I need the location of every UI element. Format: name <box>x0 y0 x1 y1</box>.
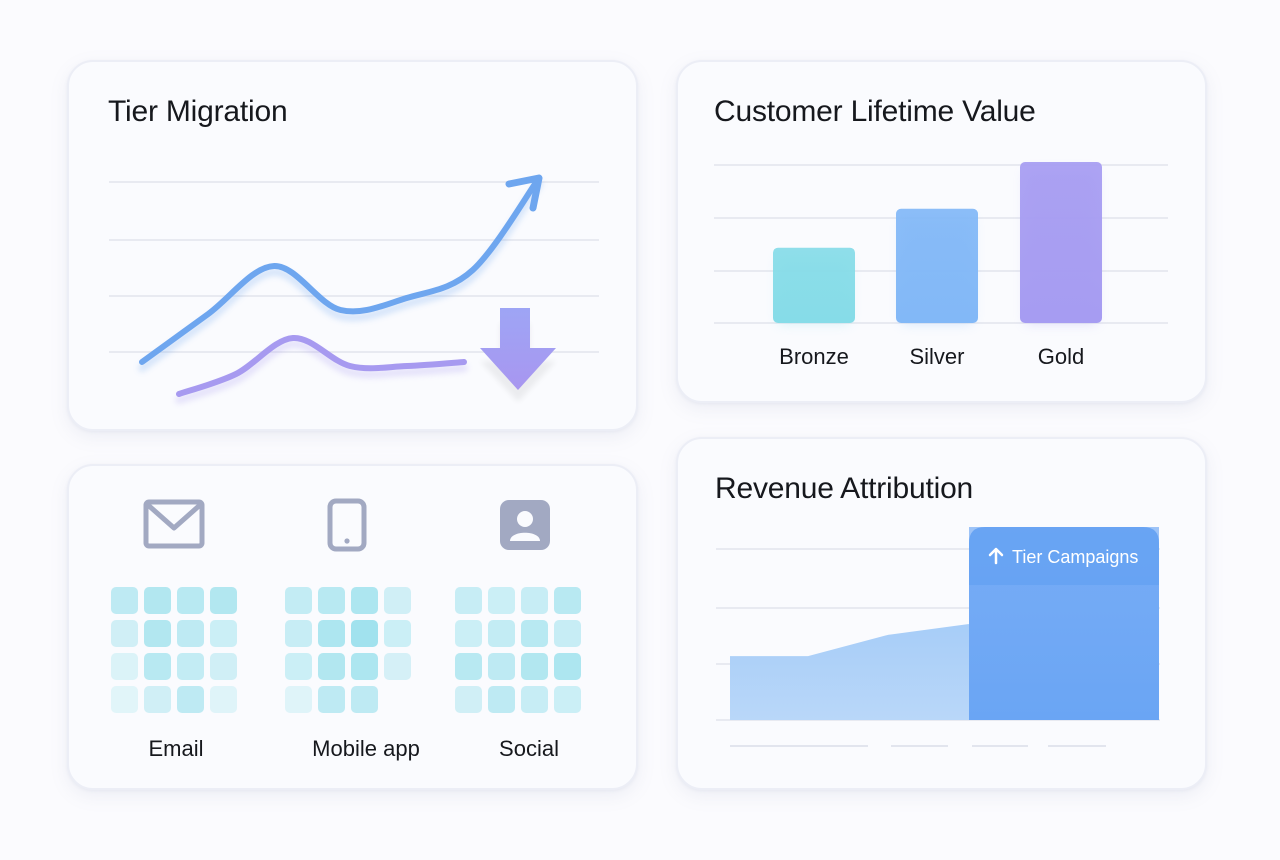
heatmap-cell <box>144 686 171 713</box>
heatmap-cell <box>144 620 171 647</box>
heatmap-cell <box>521 653 548 680</box>
heatmap-cell <box>521 686 548 713</box>
tier-campaigns-header <box>969 527 1159 586</box>
heatmap-cell <box>111 686 138 713</box>
heatmap-cell <box>111 653 138 680</box>
channels-card: Email Mobile app Social <box>67 464 638 790</box>
tier-up-line <box>139 175 542 365</box>
heatmap-cell <box>351 653 378 680</box>
heatmap-mobile-app <box>285 587 411 713</box>
heatmap-cell <box>351 620 378 647</box>
tier-down-line-shadow <box>175 340 468 404</box>
heatmap-cell <box>285 587 312 614</box>
lifetime-value-title: Customer Lifetime Value <box>714 95 1036 128</box>
heatmap-cell <box>318 686 345 713</box>
channel-label-social: Social <box>499 736 559 761</box>
heatmap-cell <box>210 686 237 713</box>
arrow-up-right-icon <box>505 174 543 212</box>
revenue-attribution-title: Revenue Attribution <box>715 472 974 505</box>
tier-campaigns-label: Tier Campaigns <box>1012 547 1138 567</box>
tier-migration-card: Tier Migration <box>67 60 638 431</box>
arrow-up-icon <box>988 547 1004 565</box>
heatmap-cell <box>384 587 411 614</box>
heatmap-cell <box>455 686 482 713</box>
heatmap-cell <box>144 653 171 680</box>
heatmap-cell <box>455 587 482 614</box>
heatmap-cell <box>177 620 204 647</box>
heatmap-cell <box>455 620 482 647</box>
heatmap-cell <box>521 620 548 647</box>
heatmap-cell <box>351 686 378 713</box>
heatmap-cell <box>384 653 411 680</box>
heatmap-cell <box>210 620 237 647</box>
arrow-down-icon <box>480 308 556 402</box>
heatmap-cell <box>488 653 515 680</box>
heatmap-cell <box>144 587 171 614</box>
heatmap-cell <box>554 587 581 614</box>
heatmap-cell <box>318 653 345 680</box>
heatmap-cell <box>554 620 581 647</box>
lifetime-value-chart: Bronze Silver Gold <box>714 162 1168 369</box>
heatmap-cell <box>177 587 204 614</box>
heatmap-cell <box>210 587 237 614</box>
heatmap-cell <box>177 653 204 680</box>
heatmap-cell <box>285 653 312 680</box>
heatmap-cell <box>285 620 312 647</box>
lifetime-value-card: Customer Lifetime Value Bronze Silver Gold <box>676 60 1207 403</box>
heatmap-cell <box>111 620 138 647</box>
tick-label-bronze: Bronze <box>779 344 849 369</box>
revenue-attribution-card: Revenue Attribution Tier Campaigns <box>676 437 1207 790</box>
heatmap-cell <box>285 686 312 713</box>
heatmap-social <box>455 587 581 713</box>
heatmap-cell <box>488 620 515 647</box>
heatmap-cell <box>111 587 138 614</box>
tick-label-gold: Gold <box>1038 344 1084 369</box>
heatmap-cell <box>318 587 345 614</box>
heatmap-cell <box>384 620 411 647</box>
channel-label-email: Email <box>148 736 204 761</box>
tick-label-silver: Silver <box>909 344 964 369</box>
heatmap-cell <box>554 686 581 713</box>
heatmap-cell <box>488 587 515 614</box>
tier-migration-chart <box>109 174 599 404</box>
heatmap-cell <box>318 620 345 647</box>
tier-migration-title: Tier Migration <box>108 95 288 128</box>
heatmap-cell <box>210 653 237 680</box>
heatmap-cell <box>177 686 204 713</box>
heatmap-cell <box>351 587 378 614</box>
tier-down-line <box>176 335 467 397</box>
bar-bronze <box>773 247 855 323</box>
heatmap-cell <box>521 587 548 614</box>
channel-label-mobile-app: Mobile app <box>312 736 420 761</box>
channels-heatmap <box>111 587 581 713</box>
heatmap-cell <box>488 686 515 713</box>
revenue-attribution-chart: Tier Campaigns <box>716 527 1160 747</box>
heatmap-email <box>111 587 237 713</box>
bar-silver <box>896 208 978 323</box>
heatmap-cell <box>554 653 581 680</box>
bar-gold <box>1020 162 1102 323</box>
tier-up-line-shadow <box>138 180 543 372</box>
heatmap-cell <box>455 653 482 680</box>
